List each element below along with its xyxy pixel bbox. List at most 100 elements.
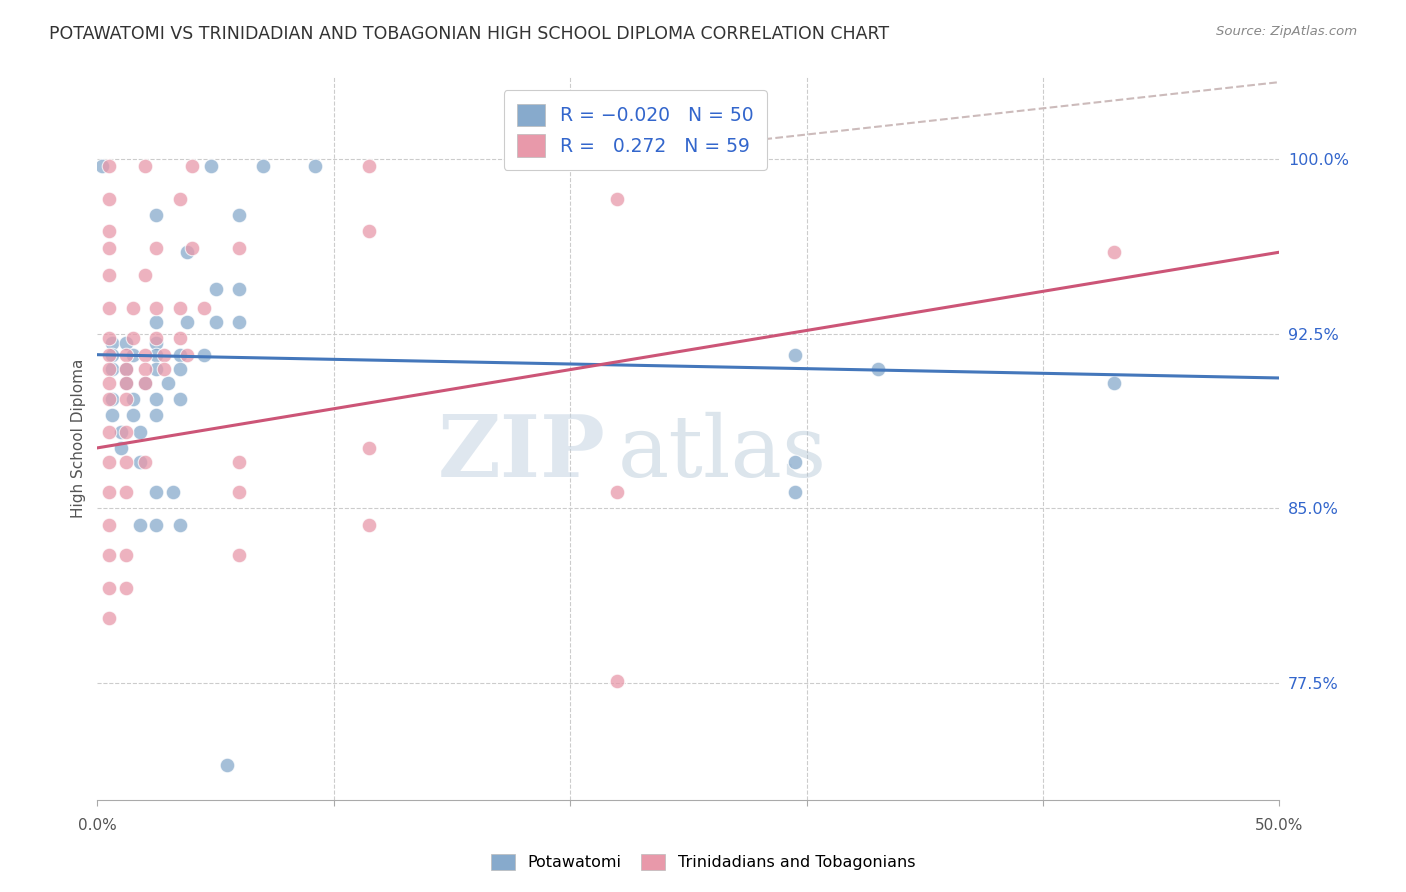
Y-axis label: High School Diploma: High School Diploma <box>72 359 86 518</box>
Point <box>98 240 121 254</box>
Text: 50.0%: 50.0% <box>1256 818 1303 833</box>
Point <box>98 331 121 345</box>
Point <box>145 517 167 532</box>
Point <box>100 409 122 423</box>
Point <box>866 361 889 376</box>
Point <box>204 282 226 296</box>
Point <box>91 159 114 173</box>
Point <box>98 611 121 625</box>
Point <box>359 441 381 455</box>
Point <box>169 301 191 315</box>
Point <box>181 240 204 254</box>
Point <box>121 301 143 315</box>
Point <box>134 376 156 390</box>
Point <box>1102 245 1125 260</box>
Point <box>145 392 167 406</box>
Point <box>114 455 136 469</box>
Point <box>228 240 250 254</box>
Point <box>121 409 143 423</box>
Point <box>98 192 121 206</box>
Point <box>134 159 156 173</box>
Point <box>204 315 226 329</box>
Point <box>176 315 198 329</box>
Point <box>98 224 121 238</box>
Point <box>783 348 806 362</box>
Point <box>121 331 143 345</box>
Text: POTAWATOMI VS TRINIDADIAN AND TOBAGONIAN HIGH SCHOOL DIPLOMA CORRELATION CHART: POTAWATOMI VS TRINIDADIAN AND TOBAGONIAN… <box>49 25 890 43</box>
Point <box>145 361 167 376</box>
Point <box>98 581 121 595</box>
Point <box>169 348 191 362</box>
Point <box>145 336 167 351</box>
Text: atlas: atlas <box>617 411 827 494</box>
Point <box>121 348 143 362</box>
Point <box>100 392 122 406</box>
Point <box>114 548 136 562</box>
Point <box>114 485 136 500</box>
Text: Source: ZipAtlas.com: Source: ZipAtlas.com <box>1216 25 1357 38</box>
Point <box>783 485 806 500</box>
Point <box>145 240 167 254</box>
Point <box>145 348 167 362</box>
Point <box>129 425 152 439</box>
Point <box>134 455 156 469</box>
Point <box>193 348 215 362</box>
Point <box>169 331 191 345</box>
Point <box>98 159 121 173</box>
Point <box>134 361 156 376</box>
Point <box>134 268 156 283</box>
Point <box>129 455 152 469</box>
Point <box>228 208 250 222</box>
Text: 0.0%: 0.0% <box>77 818 117 833</box>
Point <box>98 517 121 532</box>
Point <box>129 517 152 532</box>
Point <box>98 548 121 562</box>
Point <box>100 361 122 376</box>
Point <box>134 348 156 362</box>
Point <box>100 336 122 351</box>
Point <box>145 485 167 500</box>
Point <box>98 455 121 469</box>
Point <box>145 409 167 423</box>
Point <box>228 485 250 500</box>
Point <box>783 455 806 469</box>
Text: ZIP: ZIP <box>437 411 606 495</box>
Legend: R = −0.020   N = 50, R =   0.272   N = 59: R = −0.020 N = 50, R = 0.272 N = 59 <box>503 90 766 170</box>
Point <box>359 517 381 532</box>
Point <box>145 331 167 345</box>
Point <box>98 268 121 283</box>
Point <box>228 455 250 469</box>
Point <box>169 517 191 532</box>
Point <box>359 224 381 238</box>
Point <box>176 245 198 260</box>
Point <box>98 485 121 500</box>
Point <box>176 348 198 362</box>
Point <box>193 301 215 315</box>
Point <box>304 159 326 173</box>
Point <box>114 425 136 439</box>
Point <box>98 376 121 390</box>
Point <box>114 376 136 390</box>
Point <box>228 282 250 296</box>
Point <box>110 425 132 439</box>
Point <box>114 361 136 376</box>
Point <box>228 548 250 562</box>
Point <box>217 757 239 772</box>
Point <box>114 581 136 595</box>
Point <box>145 301 167 315</box>
Point <box>98 425 121 439</box>
Point <box>169 392 191 406</box>
Point <box>114 361 136 376</box>
Point <box>114 348 136 362</box>
Point <box>162 485 184 500</box>
Point <box>606 192 628 206</box>
Point <box>152 361 174 376</box>
Point <box>145 315 167 329</box>
Point <box>110 441 132 455</box>
Point <box>145 208 167 222</box>
Point <box>252 159 274 173</box>
Legend: Potawatomi, Trinidadians and Tobagonians: Potawatomi, Trinidadians and Tobagonians <box>485 847 921 877</box>
Point <box>98 301 121 315</box>
Point <box>157 376 180 390</box>
Point <box>114 392 136 406</box>
